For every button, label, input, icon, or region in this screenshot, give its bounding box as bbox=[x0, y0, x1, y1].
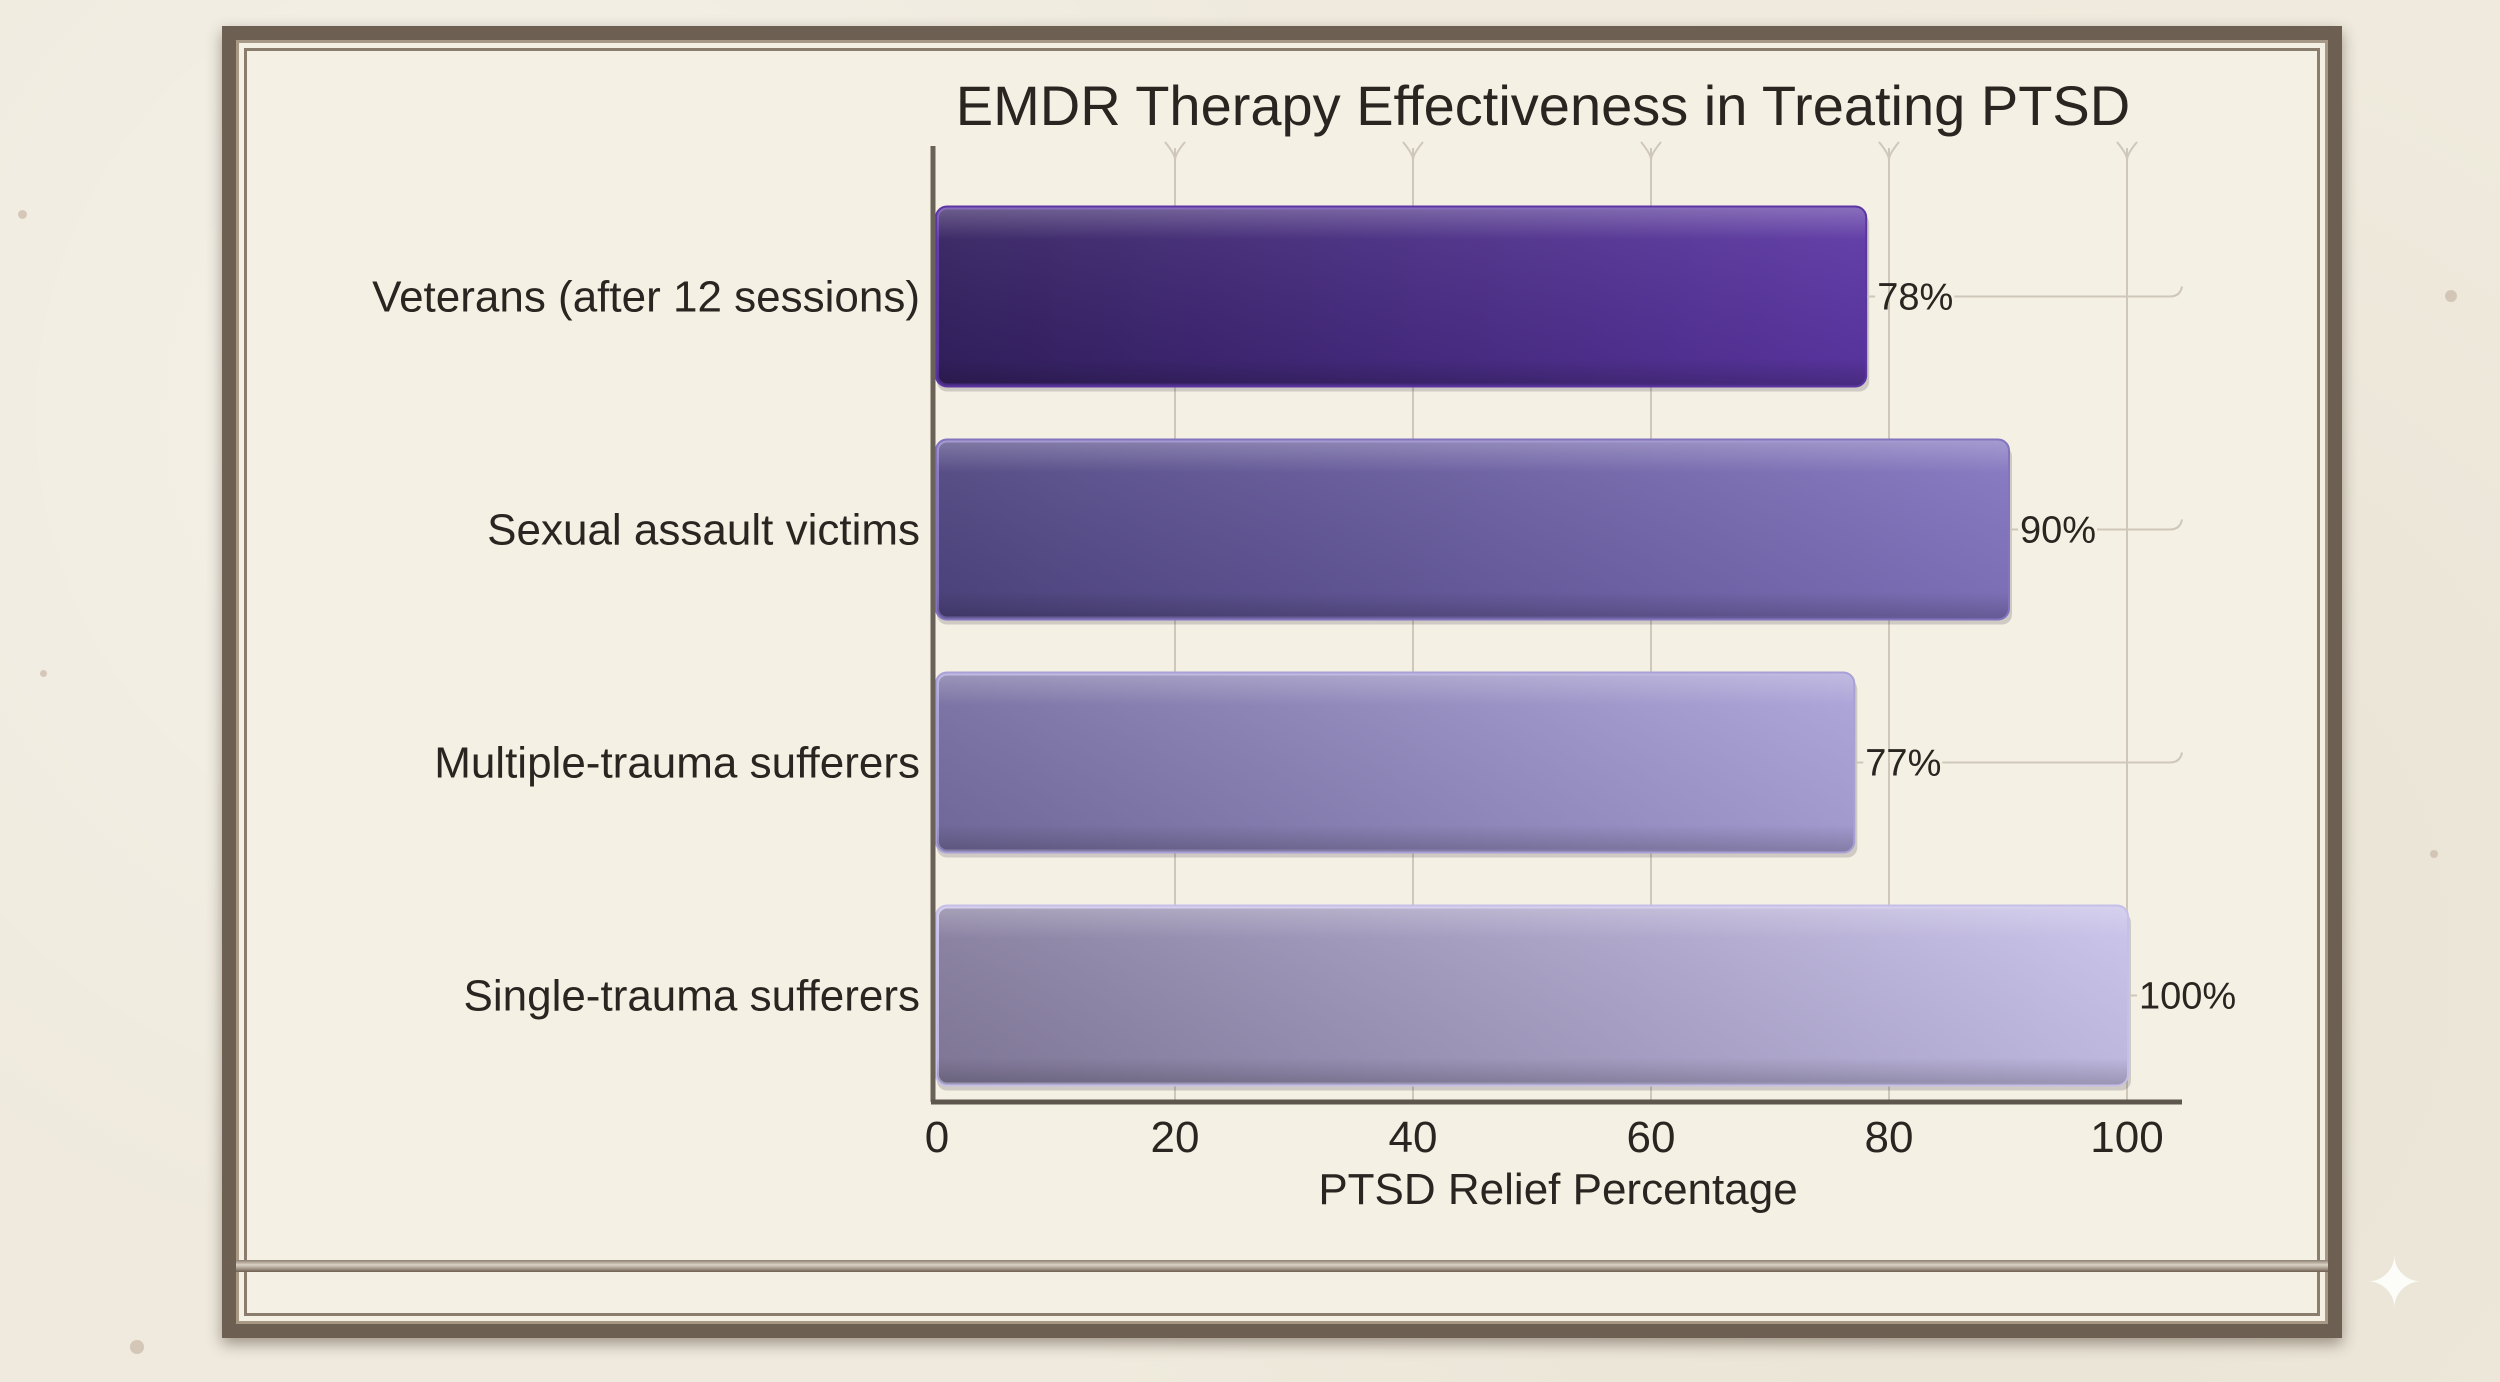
gridline-cap-40 bbox=[1402, 141, 1424, 161]
data-label-0: 78% bbox=[1877, 277, 1953, 319]
x-tick-label-100: 100 bbox=[2090, 1113, 2163, 1162]
data-label-1: 90% bbox=[2020, 510, 2096, 552]
category-label-3: Single-trauma sufferers bbox=[464, 972, 921, 1021]
frame-bottom-rail bbox=[236, 1260, 2328, 1272]
category-label-1: Sexual assault victims bbox=[487, 506, 920, 555]
chart-title: EMDR Therapy Effectiveness in Treating P… bbox=[956, 74, 2130, 137]
data-label-3: 100% bbox=[2139, 976, 2236, 1018]
leader-line-2 bbox=[1942, 752, 2183, 764]
bar-highlight-2 bbox=[937, 673, 1854, 852]
x-axis-label: PTSD Relief Percentage bbox=[1318, 1165, 1797, 1214]
data-label-2: 77% bbox=[1865, 743, 1941, 785]
x-tick-label-40: 40 bbox=[1389, 1113, 1438, 1162]
gridline-cap-80 bbox=[1878, 141, 1900, 161]
data-labels: 78% 90% 77% 100% bbox=[1855, 277, 2236, 1018]
category-label-0: Veterans (after 12 sessions) bbox=[372, 273, 920, 322]
axes bbox=[930, 146, 2182, 1105]
gridline-cap-20 bbox=[1164, 141, 1186, 161]
gridline-cap-100 bbox=[2116, 141, 2138, 161]
gridline-cap-60 bbox=[1640, 141, 1662, 161]
category-labels: Veterans (after 12 sessions) Sexual assau… bbox=[372, 273, 920, 1021]
bars bbox=[935, 205, 2131, 1091]
leader-line-1 bbox=[2097, 519, 2183, 531]
leader-line-0 bbox=[1954, 286, 2183, 298]
x-tick-labels: 0 20 40 60 80 100 bbox=[925, 1113, 2164, 1162]
x-tick-label-0: 0 bbox=[925, 1113, 949, 1162]
x-tick-label-60: 60 bbox=[1627, 1113, 1676, 1162]
x-tick-label-80: 80 bbox=[1865, 1113, 1914, 1162]
bar-highlight-0 bbox=[937, 207, 1866, 386]
bar-highlight-1 bbox=[937, 440, 2008, 619]
bar-highlight-3 bbox=[937, 906, 2127, 1085]
frame-inner-border bbox=[244, 48, 2320, 1316]
sparkle-icon: ✦ bbox=[2365, 1242, 2424, 1324]
x-tick-label-20: 20 bbox=[1151, 1113, 1200, 1162]
category-label-2: Multiple-trauma sufferers bbox=[434, 739, 920, 788]
